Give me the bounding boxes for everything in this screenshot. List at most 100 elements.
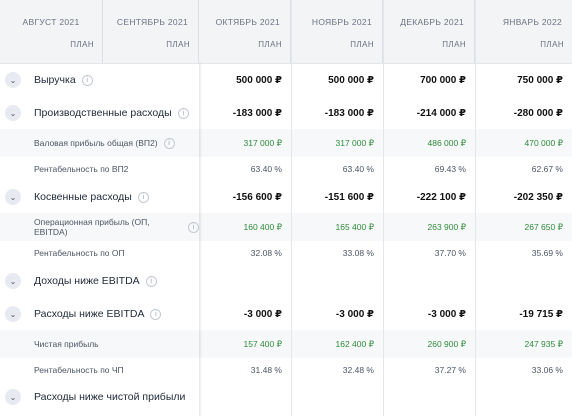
value-cell: -214 000 ₽ xyxy=(416,107,466,119)
band-op xyxy=(0,213,572,241)
info-icon[interactable]: i xyxy=(188,221,199,233)
row-revenue[interactable]: ⌄ Выручка i xyxy=(0,68,199,92)
plan-label: ПЛАН xyxy=(258,40,282,49)
value-cell: -183 000 ₽ xyxy=(232,107,282,119)
value-cell: 32.08 % xyxy=(250,248,282,258)
info-icon[interactable]: i xyxy=(177,107,189,119)
sticky-column-shadow xyxy=(199,63,202,416)
band-net xyxy=(0,330,572,358)
plan-label: ПЛАН xyxy=(540,40,564,49)
chevron-down-icon[interactable]: ⌄ xyxy=(5,306,21,322)
info-icon[interactable]: i xyxy=(145,275,157,287)
row-label: Валовая прибыль общая (ВП2) xyxy=(34,138,158,148)
value-cell: 69.43 % xyxy=(434,164,466,174)
value-cell: 32.48 % xyxy=(342,365,374,375)
month-header-aug-2021: АВГУСТ 2021 ПЛАН xyxy=(0,0,103,63)
value-cell: 63.40 % xyxy=(250,164,282,174)
value-cell: 470 000 ₽ xyxy=(524,137,564,148)
value-cell: 500 000 ₽ xyxy=(236,74,282,86)
row-income-below-ebitda[interactable]: ⌄ Доходы ниже EBITDA i xyxy=(0,269,199,293)
value-cell: -3 000 ₽ xyxy=(243,308,282,320)
value-cell: 260 900 ₽ xyxy=(427,338,467,349)
value-cell: 317 000 ₽ xyxy=(243,137,283,148)
row-expenses-below-net[interactable]: ⌄ Расходы ниже чистой прибыли xyxy=(0,385,199,409)
chevron-down-icon[interactable]: ⌄ xyxy=(5,105,21,121)
month-header-dec-2021: ДЕКАБРЬ 2021 ПЛАН xyxy=(383,0,475,63)
row-label: Операционная прибыль (ОП, EBITDA) xyxy=(34,217,150,237)
row-label: Расходы ниже EBITDA xyxy=(34,308,145,320)
plan-label: ПЛАН xyxy=(70,40,94,49)
value-cell: 33.08 % xyxy=(342,248,374,258)
value-cell: 500 000 ₽ xyxy=(328,74,374,86)
value-cell: 160 400 ₽ xyxy=(243,221,283,232)
value-cell: 750 000 ₽ xyxy=(517,74,563,86)
info-icon[interactable]: i xyxy=(163,137,175,149)
row-label: Доходы ниже EBITDA xyxy=(34,275,140,287)
month-header-nov-2021: НОЯБРЬ 2021 ПЛАН xyxy=(291,0,383,63)
band-vp2 xyxy=(0,129,572,157)
month-header-jan-2022: ЯНВАРЬ 2022 ПЛАН xyxy=(475,0,572,63)
row-label: Косвенные расходы xyxy=(34,191,132,203)
row-label: Рентабельность по ВП2 xyxy=(34,164,129,174)
month-header-sep-2021: СЕНТЯБРЬ 2021 ПЛАН xyxy=(103,0,199,63)
value-cell: 37.27 % xyxy=(434,365,466,375)
value-cell: 157 400 ₽ xyxy=(243,338,283,349)
info-icon[interactable]: i xyxy=(81,74,93,86)
row-label: Рентабельность по ЧП xyxy=(34,365,124,375)
plan-label: ПЛАН xyxy=(442,40,466,49)
row-net-margin: Рентабельность по ЧП xyxy=(0,358,199,382)
value-cell: -222 100 ₽ xyxy=(416,191,466,203)
value-cell: -19 715 ₽ xyxy=(519,308,563,320)
value-cell: 247 935 ₽ xyxy=(524,338,564,349)
value-cell: 35.69 % xyxy=(531,248,563,258)
row-expenses-below-ebitda[interactable]: ⌄ Расходы ниже EBITDA i xyxy=(0,302,199,326)
plan-label: ПЛАН xyxy=(166,40,190,49)
value-cell: 33.06 % xyxy=(531,365,563,375)
row-label: Расходы ниже чистой прибыли xyxy=(34,391,186,403)
row-label: Рентабельность по ОП xyxy=(34,248,125,258)
col-sep xyxy=(291,0,292,416)
info-icon[interactable]: i xyxy=(150,308,162,320)
col-sep xyxy=(383,0,384,416)
value-cell: 63.40 % xyxy=(342,164,374,174)
month-name: НОЯБРЬ 2021 xyxy=(311,17,372,27)
row-label: Выручка xyxy=(34,74,76,86)
row-label: Производственные расходы xyxy=(34,107,172,119)
value-cell: -156 600 ₽ xyxy=(232,191,282,203)
row-operating-profit: Операционная прибыль (ОП, EBITDA) i xyxy=(0,215,199,239)
row-net-profit: Чистая прибыль xyxy=(0,332,199,356)
month-name: ОКТЯБРЬ 2021 xyxy=(215,17,280,27)
info-icon[interactable]: i xyxy=(137,191,149,203)
value-cell: 486 000 ₽ xyxy=(427,137,467,148)
value-cell: 317 000 ₽ xyxy=(335,137,375,148)
chevron-down-icon[interactable]: ⌄ xyxy=(5,389,21,405)
value-cell: 700 000 ₽ xyxy=(420,74,466,86)
month-name: СЕНТЯБРЬ 2021 xyxy=(116,17,188,27)
row-gross-margin: Рентабельность по ВП2 xyxy=(0,157,199,181)
value-cell: 263 900 ₽ xyxy=(427,221,467,232)
month-name: ЯНВАРЬ 2022 xyxy=(502,17,562,27)
plan-label: ПЛАН xyxy=(350,40,374,49)
value-cell: -183 000 ₽ xyxy=(324,107,374,119)
value-cell: -3 000 ₽ xyxy=(335,308,374,320)
chevron-down-icon[interactable]: ⌄ xyxy=(5,189,21,205)
row-label: Чистая прибыль xyxy=(34,339,99,349)
month-name: ДЕКАБРЬ 2021 xyxy=(400,17,464,27)
value-cell: -202 350 ₽ xyxy=(513,191,563,203)
col-sep xyxy=(475,0,476,416)
value-cell: -3 000 ₽ xyxy=(427,308,466,320)
value-cell: 162 400 ₽ xyxy=(335,338,375,349)
row-production-costs[interactable]: ⌄ Производственные расходы i xyxy=(0,101,199,125)
row-gross-profit: Валовая прибыль общая (ВП2) i xyxy=(0,131,199,155)
value-cell: 31.48 % xyxy=(250,365,282,375)
chevron-down-icon[interactable]: ⌄ xyxy=(5,273,21,289)
header-divider xyxy=(0,63,572,64)
month-header-oct-2021: ОКТЯБРЬ 2021 ПЛАН xyxy=(199,0,291,63)
value-cell: 62.67 % xyxy=(531,164,563,174)
value-cell: 165 400 ₽ xyxy=(335,221,375,232)
row-indirect-costs[interactable]: ⌄ Косвенные расходы i xyxy=(0,185,199,209)
month-name: АВГУСТ 2021 xyxy=(22,17,80,27)
chevron-down-icon[interactable]: ⌄ xyxy=(5,72,21,88)
value-cell: 37.70 % xyxy=(434,248,466,258)
